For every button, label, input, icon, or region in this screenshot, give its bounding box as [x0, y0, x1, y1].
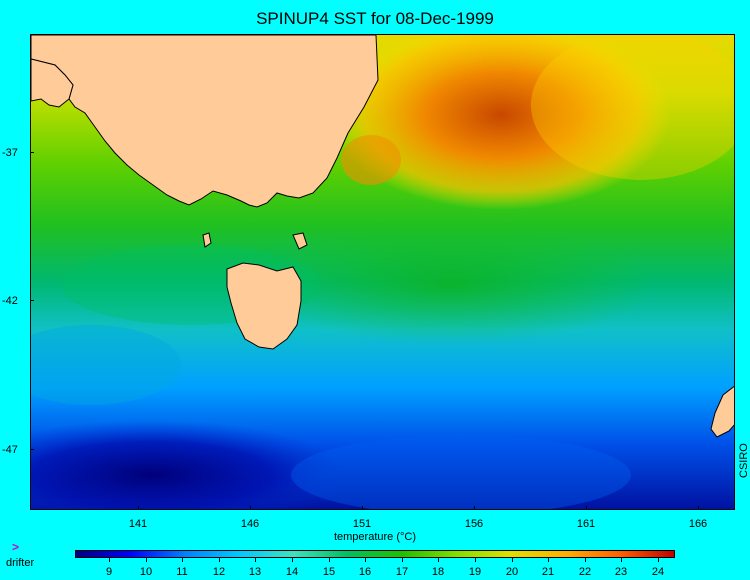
- mainland-australia: [31, 35, 379, 208]
- colorbar-tick-label: 19: [468, 566, 482, 578]
- colorbar-tick-mark: [219, 558, 220, 562]
- lon-tick-label: 156: [464, 518, 484, 530]
- colorbar-tick-label: 9: [105, 566, 113, 578]
- csiro-watermark: CSIRO: [738, 443, 750, 478]
- gulf-land: [31, 58, 74, 108]
- colorbar-tick-label: 10: [139, 566, 153, 578]
- colorbar-tick-mark: [512, 558, 513, 562]
- colorbar-tick-mark: [146, 558, 147, 562]
- colorbar-tick-label: 24: [651, 566, 665, 578]
- lat-tick-mark: [30, 449, 34, 450]
- new-zealand-tip: [710, 385, 734, 438]
- colorbar-tick-label: 13: [248, 566, 262, 578]
- colorbar-tick-mark: [658, 558, 659, 562]
- colorbar-tick-mark: [438, 558, 439, 562]
- lon-tick-mark: [138, 506, 139, 510]
- sst-map-canvas: [31, 35, 734, 509]
- colorbar-tick-label: 20: [505, 566, 519, 578]
- lon-tick-mark: [250, 506, 251, 510]
- lon-tick-label: 151: [352, 518, 372, 530]
- lon-tick-label: 166: [688, 518, 708, 530]
- lat-tick-mark: [30, 300, 34, 301]
- colorbar-label: temperature (°C): [333, 531, 417, 543]
- colorbar-tick-label: 14: [285, 566, 299, 578]
- colorbar-tick-label: 11: [176, 566, 188, 578]
- lon-tick-label: 141: [128, 518, 148, 530]
- chart-title: SPINUP4 SST for 08-Dec-1999: [256, 9, 494, 28]
- temperature-colorbar: [75, 550, 675, 558]
- colorbar-tick-label: 21: [541, 566, 555, 578]
- lon-tick-label: 161: [576, 518, 596, 530]
- colorbar-tick-mark: [182, 558, 183, 562]
- colorbar-tick-mark: [585, 558, 586, 562]
- lon-tick-mark: [586, 506, 587, 510]
- colorbar-tick-mark: [402, 558, 403, 562]
- colorbar-tick-label: 17: [395, 566, 409, 578]
- colorbar-tick-mark: [292, 558, 293, 562]
- colorbar-tick-label: 15: [322, 566, 336, 578]
- colorbar-tick-mark: [475, 558, 476, 562]
- sst-map[interactable]: [30, 34, 735, 510]
- colorbar-tick-label: 18: [431, 566, 445, 578]
- drifter-marker-icon: >: [12, 540, 20, 554]
- lat-tick-label: -42: [2, 295, 18, 307]
- lat-tick-label: -47: [2, 444, 18, 456]
- lat-tick-label: -37: [2, 147, 18, 159]
- colorbar-tick-label: 16: [358, 566, 372, 578]
- drifter-label: drifter: [6, 557, 35, 569]
- colorbar-tick-label: 12: [212, 566, 226, 578]
- lon-tick-mark: [362, 506, 363, 510]
- tasmania: [226, 262, 302, 350]
- colorbar-tick-mark: [365, 558, 366, 562]
- lon-tick-mark: [474, 506, 475, 510]
- colorbar-tick-label: 22: [578, 566, 592, 578]
- colorbar-tick-mark: [621, 558, 622, 562]
- colorbar-tick-mark: [255, 558, 256, 562]
- colorbar-tick-mark: [548, 558, 549, 562]
- lon-tick-label: 146: [240, 518, 260, 530]
- colorbar-tick-mark: [329, 558, 330, 562]
- colorbar-tick-label: 23: [614, 566, 628, 578]
- colorbar-tick-mark: [109, 558, 110, 562]
- lat-tick-mark: [30, 152, 34, 153]
- lon-tick-mark: [698, 506, 699, 510]
